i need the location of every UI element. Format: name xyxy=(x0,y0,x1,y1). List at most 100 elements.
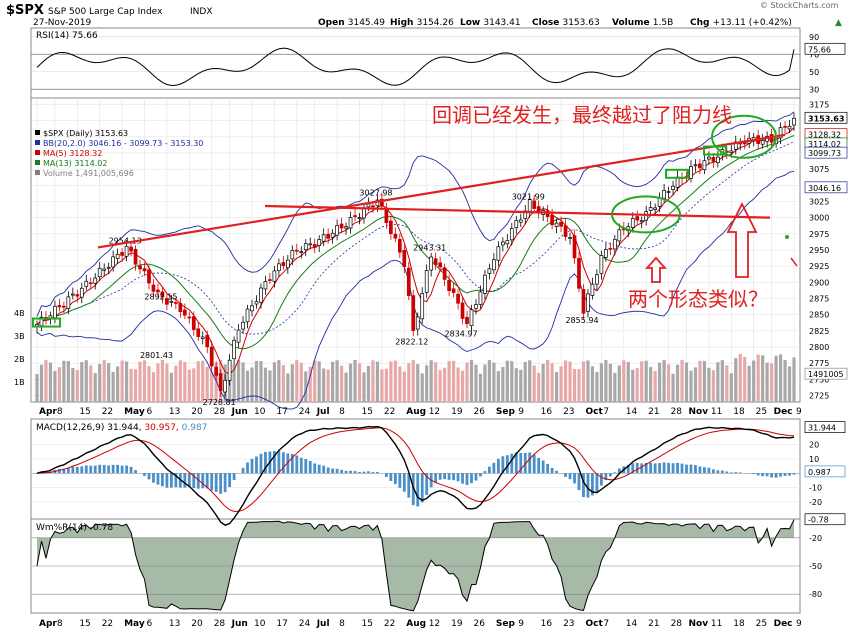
volume-bar xyxy=(671,373,675,402)
volume-bar xyxy=(286,373,290,402)
macd-hist-bar xyxy=(143,473,146,476)
candle-body xyxy=(285,259,290,269)
candle-body xyxy=(492,259,496,271)
volume-bar xyxy=(160,360,165,402)
macd-hist-bar xyxy=(519,452,523,474)
macd-hist-bar xyxy=(720,470,724,474)
macd-hist-bar xyxy=(541,460,545,474)
macd-hist-bar xyxy=(711,469,715,474)
volume-bar xyxy=(774,355,778,402)
macd-hist-bar xyxy=(496,458,500,474)
candle-body xyxy=(514,219,519,229)
macd-hist-bar xyxy=(725,471,729,474)
volume-bar xyxy=(666,364,671,402)
wmr-area xyxy=(37,519,794,611)
macd-hist-bar xyxy=(214,473,218,492)
macd-tick-label: 10 xyxy=(809,455,819,464)
x-tick-label-May: May xyxy=(124,407,145,417)
candle-body xyxy=(707,156,711,160)
x-tick-label-8: 8 xyxy=(339,619,345,629)
macd-tick-label: -10 xyxy=(809,484,822,493)
x-tick-label-28: 28 xyxy=(214,407,226,417)
x-tick-label-15: 15 xyxy=(79,407,90,417)
volume-bar xyxy=(626,362,630,402)
price-callout-3021.99: 3021.99 xyxy=(512,192,545,201)
volume-tick-label: 2B xyxy=(14,355,25,364)
candle-body xyxy=(339,223,344,229)
right-value-box xyxy=(804,146,848,159)
x-tick-label-22: 22 xyxy=(384,619,395,629)
macd-hist-bar xyxy=(501,456,505,474)
candle-body xyxy=(335,225,339,236)
volume-bar xyxy=(335,360,339,402)
candle-body xyxy=(102,268,107,271)
macd-value-box xyxy=(804,421,846,434)
macd-hist-bar xyxy=(537,457,541,474)
candle-body xyxy=(617,229,622,242)
volume-bar xyxy=(129,368,133,402)
candle-body xyxy=(693,164,698,167)
volume-bar xyxy=(290,364,294,402)
header-name: S&P 500 Large Cap Index xyxy=(48,7,163,17)
x-tick-label-Oct: Oct xyxy=(585,619,603,629)
macd-value-label: 31.944 xyxy=(808,424,836,433)
macd-title: MACD(12,26,9) 31.944, 30.957, 0.987 xyxy=(36,423,207,433)
macd-hist-bar xyxy=(595,473,599,492)
volume-bar xyxy=(183,361,187,402)
macd-hist-bar xyxy=(591,473,594,496)
volume-bar xyxy=(599,363,603,402)
price-tick-label: 2875 xyxy=(809,295,829,304)
macd-hist-bar xyxy=(573,473,576,484)
candle-body xyxy=(469,309,474,326)
candle-body xyxy=(160,291,165,298)
x-tick-label-7: 7 xyxy=(603,407,609,417)
macd-hist-bar xyxy=(362,471,366,474)
volume-bar xyxy=(308,366,312,402)
x-tick-label-Dec: Dec xyxy=(774,619,793,629)
volume-bar xyxy=(550,363,554,402)
macd-hist-bar xyxy=(443,473,447,480)
candle-body xyxy=(353,215,357,217)
macd-hist-bar xyxy=(349,470,352,474)
macd-hist-bar xyxy=(66,467,70,474)
macd-hist-bar xyxy=(738,472,742,474)
x-tick-label-19: 19 xyxy=(451,619,463,629)
volume-bar xyxy=(483,364,487,402)
x-tick-label-Jul: Jul xyxy=(316,407,330,417)
wmr-tick-label: -80 xyxy=(809,590,822,599)
volume-bar xyxy=(662,360,666,402)
macd-hist-bar xyxy=(452,473,455,481)
volume-bar xyxy=(684,362,689,402)
candle-body xyxy=(384,207,389,224)
x-tick-label-Nov: Nov xyxy=(688,619,708,629)
volume-tick-label: 1B xyxy=(14,378,25,387)
macd-hist-bar xyxy=(734,472,738,474)
candle-body xyxy=(182,309,187,316)
volume-bar xyxy=(196,361,200,402)
macd-hist-bar xyxy=(165,473,169,488)
candle-body xyxy=(608,247,613,250)
macd-hist-bar xyxy=(770,473,774,478)
candle-body xyxy=(223,379,227,393)
volume-bar xyxy=(326,369,330,402)
highlight-box xyxy=(665,168,689,179)
price-tick-label: 3075 xyxy=(809,165,829,174)
volume-bar xyxy=(133,369,138,402)
volume-bar xyxy=(344,372,348,402)
volume-bar xyxy=(649,367,653,402)
volume-bar xyxy=(478,373,483,402)
macd-hist-bar xyxy=(169,473,173,488)
macd-hist-bar xyxy=(313,463,317,474)
x-tick-label-7: 7 xyxy=(603,619,609,629)
candle-body xyxy=(62,305,66,308)
candle-body xyxy=(689,166,693,179)
candle-body xyxy=(420,293,425,320)
macd-hist-bar xyxy=(196,473,200,489)
macd-hist-bar xyxy=(582,473,585,498)
price-callout-2855.94: 2855.94 xyxy=(565,316,598,325)
x-tick-label-22: 22 xyxy=(102,407,113,417)
candle-body xyxy=(577,258,581,289)
x-tick-label-15: 15 xyxy=(362,619,373,629)
volume-bar xyxy=(604,360,608,402)
